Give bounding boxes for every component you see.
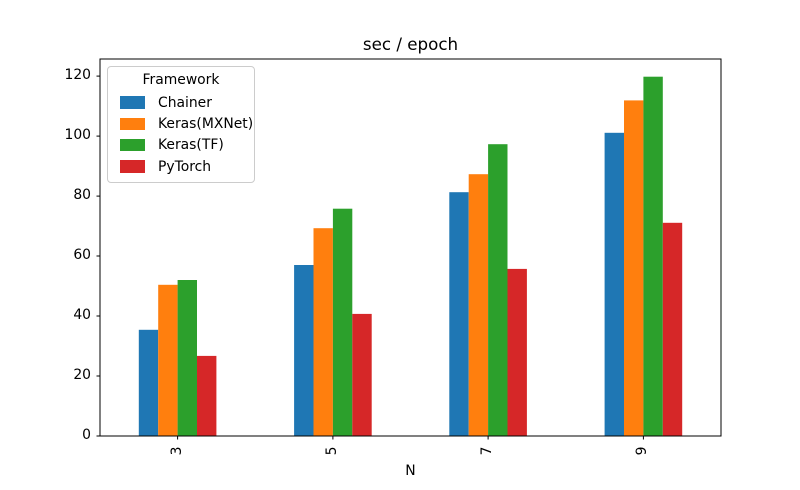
legend-label-pytorch: PyTorch — [158, 158, 212, 175]
legend: Framework Chainer Keras(MXNet) Keras(TF)… — [107, 66, 255, 184]
keras-mxnet-swatch-icon — [120, 117, 145, 131]
legend-label-keras-tf: Keras(TF) — [158, 137, 224, 154]
legend-item-keras-mxnet: Keras(MXNet) — [114, 113, 253, 134]
x-tick-label: 5 — [323, 446, 340, 456]
y-tick-label: 120 — [64, 67, 91, 84]
y-tick-label: 40 — [73, 307, 91, 324]
x-tick-label: 3 — [168, 446, 185, 456]
x-axis-label: N — [405, 463, 416, 479]
legend-item-keras-tf: Keras(TF) — [114, 135, 248, 156]
x-tick-label: 9 — [634, 446, 651, 456]
legend-label-keras-mxnet: Keras(MXNet) — [158, 115, 254, 132]
y-tick-label: 80 — [73, 187, 91, 204]
chart-title: sec / epoch — [362, 34, 459, 54]
legend-item-chainer: Chainer — [114, 92, 248, 113]
legend-label-chainer: Chainer — [158, 94, 212, 111]
x-tick-label: 7 — [479, 446, 496, 456]
y-tick-label: 100 — [64, 127, 91, 144]
legend-item-pytorch: PyTorch — [114, 156, 248, 177]
keras-tf-swatch-icon — [120, 138, 145, 152]
chainer-swatch-icon — [120, 96, 145, 109]
y-tick-label: 0 — [82, 427, 91, 444]
y-tick-label: 60 — [73, 247, 91, 264]
legend-title: Framework — [142, 72, 220, 88]
y-tick-label: 20 — [73, 367, 91, 384]
pytorch-swatch-icon — [120, 160, 145, 173]
